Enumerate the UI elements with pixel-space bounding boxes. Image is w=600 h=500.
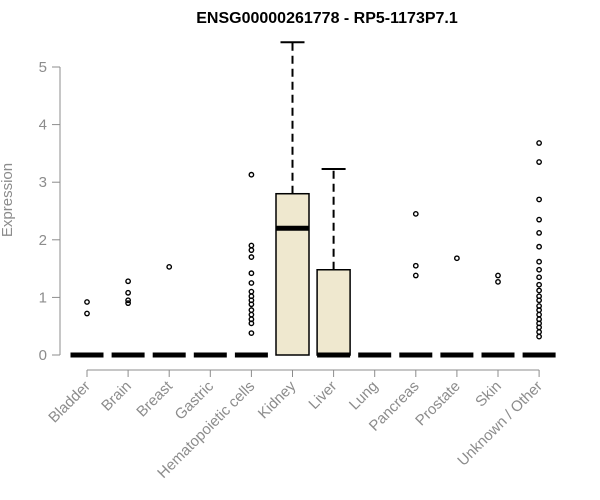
y-tick-label: 5 bbox=[39, 59, 47, 76]
outlier-point bbox=[495, 278, 501, 285]
x-tick-label: Liver bbox=[305, 378, 340, 413]
chart-title: ENSG00000261778 - RP5-1173P7.1 bbox=[196, 10, 458, 27]
outlier-point bbox=[248, 311, 255, 318]
box-group bbox=[316, 167, 351, 358]
outlier-point bbox=[125, 289, 132, 296]
outlier-point bbox=[248, 270, 255, 277]
outlier-point bbox=[412, 210, 419, 217]
outlier-point bbox=[248, 316, 255, 323]
outlier-point bbox=[536, 329, 542, 335]
y-tick-label: 4 bbox=[39, 117, 47, 134]
x-tick-label: Brain bbox=[98, 378, 135, 415]
box bbox=[316, 269, 351, 356]
y-tick-label: 3 bbox=[39, 174, 47, 191]
outlier-point bbox=[536, 196, 542, 203]
outlier-point bbox=[536, 293, 542, 300]
outlier-point bbox=[84, 299, 90, 305]
outlier-point bbox=[248, 247, 255, 254]
outlier-point bbox=[248, 171, 255, 178]
x-tick-label: Bladder bbox=[45, 378, 94, 427]
outlier-point bbox=[536, 316, 542, 323]
outlier-point bbox=[536, 303, 542, 309]
box-group bbox=[70, 299, 104, 358]
x-tick-label: Breast bbox=[133, 377, 176, 420]
box-group bbox=[440, 255, 474, 358]
outlier-point bbox=[248, 293, 255, 300]
y-axis-label: Expression bbox=[0, 163, 16, 237]
outlier-point bbox=[536, 243, 542, 250]
outlier-point bbox=[536, 281, 542, 288]
outlier-point bbox=[125, 300, 132, 307]
outlier-point bbox=[536, 311, 542, 318]
outlier-point bbox=[84, 310, 90, 317]
plot-area bbox=[70, 41, 556, 358]
box-group bbox=[481, 272, 515, 358]
box-group bbox=[152, 263, 186, 358]
outlier-point bbox=[412, 262, 419, 269]
outlier-point bbox=[536, 258, 542, 265]
outlier-point bbox=[248, 288, 255, 295]
outlier-point bbox=[536, 140, 542, 146]
outlier-point bbox=[412, 272, 419, 279]
outlier-point bbox=[248, 280, 255, 286]
outlier-point bbox=[536, 216, 542, 223]
outlier-point bbox=[248, 254, 255, 260]
outlier-point bbox=[536, 229, 542, 236]
box-group bbox=[399, 210, 433, 358]
box-group bbox=[522, 140, 556, 358]
box-group bbox=[275, 41, 310, 356]
y-tick-label: 1 bbox=[39, 289, 47, 306]
box-group bbox=[234, 171, 268, 358]
box-group bbox=[111, 278, 145, 358]
outlier-point bbox=[248, 330, 255, 337]
x-tick-label: Lung bbox=[346, 378, 382, 414]
y-axis: 0 1 2 3 4 5 bbox=[39, 59, 61, 364]
box bbox=[275, 192, 310, 356]
outlier-point bbox=[248, 307, 255, 313]
outlier-point bbox=[125, 297, 132, 304]
outlier-point bbox=[495, 272, 501, 279]
outlier-point bbox=[453, 255, 460, 262]
outlier-point bbox=[536, 274, 542, 281]
x-tick-label: Kidney bbox=[255, 377, 300, 422]
y-tick-label: 2 bbox=[39, 232, 47, 249]
outlier-point bbox=[536, 287, 542, 294]
x-tick-label: Skin bbox=[472, 378, 505, 411]
outlier-point bbox=[248, 242, 255, 249]
outlier-point bbox=[536, 333, 542, 340]
outlier-point bbox=[125, 278, 132, 285]
x-tick-label: Prostate bbox=[412, 378, 464, 430]
outlier-point bbox=[166, 263, 173, 270]
outlier-point bbox=[536, 159, 542, 165]
y-tick-label: 0 bbox=[39, 347, 47, 364]
outlier-point bbox=[536, 266, 542, 273]
